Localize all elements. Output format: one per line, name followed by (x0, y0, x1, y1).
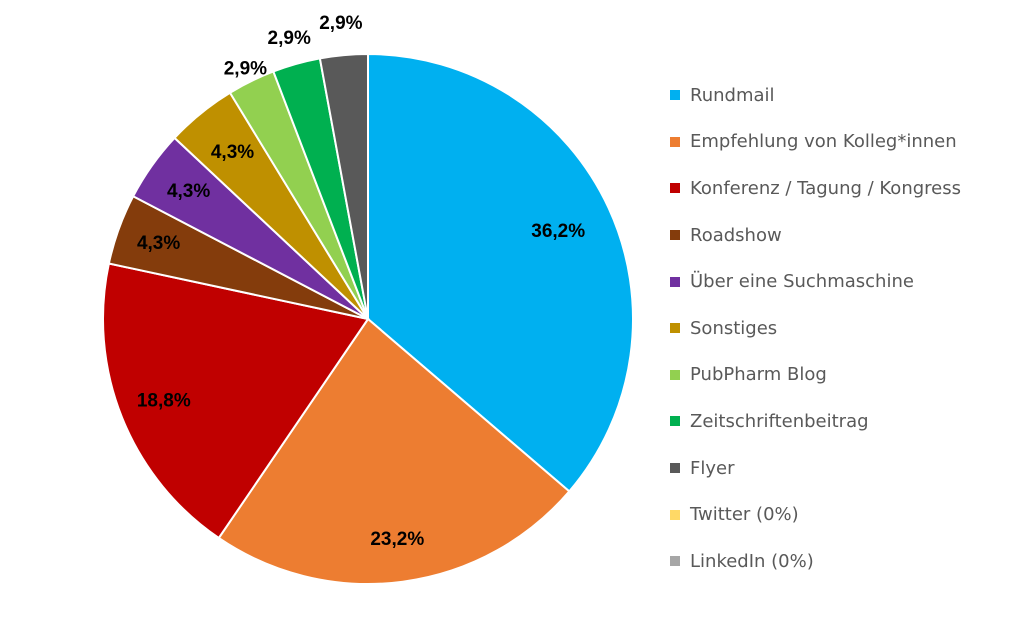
legend-swatch-5 (670, 323, 680, 334)
legend-swatch-10 (670, 556, 680, 567)
legend-label-5: Sonstiges (690, 317, 778, 339)
pie-slice-2 (102, 262, 370, 540)
data-label-2: 18,8% (137, 390, 191, 411)
legend-item-9: Twitter (0%) (670, 491, 961, 538)
legend-item-4: Über eine Suchmaschine (670, 258, 961, 305)
legend-label-6: PubPharm Blog (690, 364, 827, 386)
legend-swatch-9 (670, 509, 680, 520)
pie-chart: 36,2%23,2%18,8%4,3%4,3%4,3%2,9%2,9%2,9% (102, 13, 634, 585)
data-label-1: 23,2% (370, 529, 424, 550)
chart-legend: Rundmail Empfehlung von Kolleg*innen Konfe… (670, 72, 961, 585)
legend-label-10: LinkedIn (0%) (690, 550, 814, 572)
legend-item-0: Rundmail (670, 72, 961, 119)
legend-label-7: Zeitschriftenbeitrag (690, 410, 869, 432)
data-label-8: 2,9% (319, 13, 362, 34)
legend-item-7: Zeitschriftenbeitrag (670, 398, 961, 445)
legend-item-1: Empfehlung von Kolleg*innen (670, 119, 961, 166)
data-label-6: 2,9% (224, 59, 267, 80)
legend-item-10: LinkedIn (0%) (670, 538, 961, 585)
legend-swatch-3 (670, 230, 680, 241)
legend-swatch-8 (670, 463, 680, 474)
legend-label-2: Konferenz / Tagung / Kongress (690, 177, 961, 199)
legend-item-3: Roadshow (670, 212, 961, 259)
legend-item-6: PubPharm Blog (670, 352, 961, 399)
legend-label-9: Twitter (0%) (690, 504, 799, 526)
data-label-4: 4,3% (167, 181, 210, 202)
legend-item-8: Flyer (670, 445, 961, 492)
legend-swatch-7 (670, 416, 680, 427)
legend-label-0: Rundmail (690, 84, 775, 106)
data-label-0: 36,2% (531, 221, 585, 242)
legend-item-2: Konferenz / Tagung / Kongress (670, 165, 961, 212)
pie-slice-8 (318, 52, 369, 320)
legend-label-8: Flyer (690, 457, 735, 479)
data-label-3: 4,3% (137, 233, 180, 254)
pie-slices (102, 52, 634, 585)
legend-swatch-2 (670, 183, 680, 194)
legend-item-5: Sonstiges (670, 305, 961, 352)
data-label-5: 4,3% (211, 142, 254, 163)
legend-swatch-0 (670, 90, 680, 101)
legend-swatch-1 (670, 136, 680, 147)
pie-slice-1 (217, 317, 571, 585)
pie-slice-0 (367, 52, 634, 493)
legend-label-4: Über eine Suchmaschine (690, 271, 914, 293)
legend-swatch-4 (670, 276, 680, 287)
pie-data-labels: 36,2%23,2%18,8%4,3%4,3%4,3%2,9%2,9%2,9% (137, 13, 585, 550)
legend-label-1: Empfehlung von Kolleg*innen (690, 131, 957, 153)
legend-label-3: Roadshow (690, 224, 782, 246)
data-label-7: 2,9% (268, 28, 311, 49)
legend-swatch-6 (670, 369, 680, 380)
